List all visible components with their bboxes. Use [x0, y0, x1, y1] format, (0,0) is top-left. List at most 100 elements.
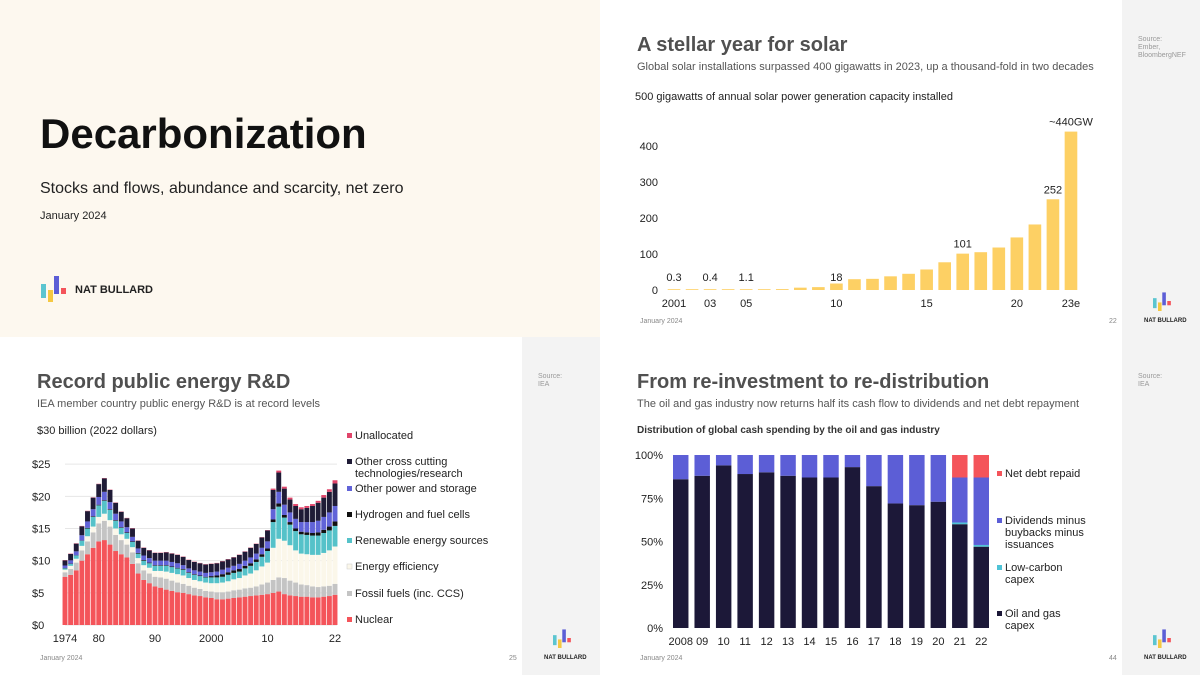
area-segment [231, 565, 237, 571]
area-segment [90, 547, 96, 625]
bar [866, 278, 879, 290]
area-segment [259, 594, 265, 625]
bar-segment [780, 475, 796, 628]
page-number: 44 [1109, 655, 1117, 662]
area-segment [96, 516, 102, 524]
bar-segment [780, 455, 796, 476]
area-segment [208, 591, 214, 598]
x-tick-label: 03 [704, 298, 716, 310]
area-segment [208, 583, 214, 592]
x-tick-label: 12 [760, 636, 772, 648]
area-segment [265, 530, 270, 542]
area-segment [152, 560, 158, 566]
y-tick-label: 400 [640, 141, 658, 153]
area-segment [304, 505, 310, 508]
legend-swatch [347, 591, 352, 596]
sidebar [1122, 337, 1200, 675]
area-segment [152, 565, 158, 566]
solar-slide: Source: Ember, BloombergNEF A stellar ye… [600, 0, 1200, 337]
rd-chart: $30 billion (2022 dollars) $0 $5 $10 $15 $20 $… [32, 425, 489, 645]
area-segment [118, 527, 124, 528]
area-segment [197, 588, 203, 597]
area-segment [141, 555, 147, 561]
legend-label: Dividends minus [1005, 515, 1086, 527]
area-segment [118, 534, 124, 541]
area-segment [326, 512, 332, 527]
area-segment [236, 569, 242, 572]
area-segment [130, 536, 135, 542]
area-segment [281, 594, 287, 625]
x-tick-label: 22 [975, 636, 987, 648]
area-segment [208, 597, 214, 625]
area-segment [220, 599, 225, 625]
bar [974, 252, 988, 290]
bar [848, 279, 861, 290]
area-segment [208, 577, 214, 584]
area-segment [321, 529, 327, 534]
rd-slide: Source: IEA Record public energy R&D IEA… [0, 337, 600, 675]
area-segment [326, 550, 332, 586]
data-label: 101 [954, 239, 972, 251]
area-segment [321, 586, 327, 597]
bar-segment [844, 455, 861, 468]
area-segment [85, 521, 90, 528]
area-segment [321, 552, 327, 587]
footer-date: January 2024 [640, 655, 683, 662]
area-segment [236, 554, 242, 564]
area-segment [253, 561, 259, 571]
x-tick-label: 23e [1062, 298, 1080, 310]
area-segment [225, 574, 231, 582]
area-segment [203, 597, 209, 625]
bar [1064, 131, 1078, 290]
area-segment [130, 541, 135, 543]
area-segment [231, 557, 237, 566]
area-segment [276, 491, 282, 504]
area-segment [208, 563, 214, 573]
area-segment [73, 551, 79, 556]
bar-segment [801, 477, 818, 628]
area-segment [293, 582, 299, 597]
area-segment [107, 509, 113, 521]
brand-name: NAT BULLARD [544, 655, 587, 661]
area-segment [135, 552, 141, 554]
area-segment [293, 550, 299, 583]
legend-label: Other cross cutting [355, 456, 447, 468]
legend-label: Hydrogen and fuel cells [355, 509, 470, 521]
area-segment [281, 517, 287, 541]
area-segment [186, 568, 192, 573]
bar-segment [952, 522, 968, 525]
brand-name: NAT BULLARD [75, 284, 154, 296]
area-segment [124, 557, 130, 625]
area-segment [293, 518, 299, 529]
area-segment [118, 527, 124, 535]
area-segment [236, 563, 242, 570]
area-segment [169, 590, 175, 625]
x-tick-label: 19 [911, 636, 923, 648]
area-segment [169, 553, 175, 562]
area-segment [293, 528, 299, 532]
area-segment [96, 523, 102, 542]
slide-subtitle: Global solar installations surpassed 400… [637, 61, 1094, 73]
area-segment [191, 574, 197, 580]
area-segment [175, 574, 180, 583]
area-segment [287, 512, 293, 523]
area-segment [62, 569, 68, 573]
slide-title: Record public energy R&D [37, 371, 291, 393]
area-segment [231, 590, 237, 598]
area-segment [186, 572, 192, 573]
legend-label: Unallocated [355, 430, 413, 442]
area-segment [68, 569, 74, 575]
area-segment [90, 526, 96, 533]
area-segment [124, 544, 130, 558]
area-segment [180, 575, 186, 584]
area-segment [315, 532, 321, 536]
area-segment [141, 547, 147, 556]
bar [830, 283, 843, 290]
bar-segment [952, 455, 968, 478]
oil-chart: Distribution of global cash spending by … [635, 425, 1086, 648]
area-segment [79, 535, 85, 541]
area-segment [231, 570, 237, 573]
area-segment [85, 527, 90, 529]
x-tick-label: 17 [868, 636, 880, 648]
area-segment [90, 509, 96, 517]
